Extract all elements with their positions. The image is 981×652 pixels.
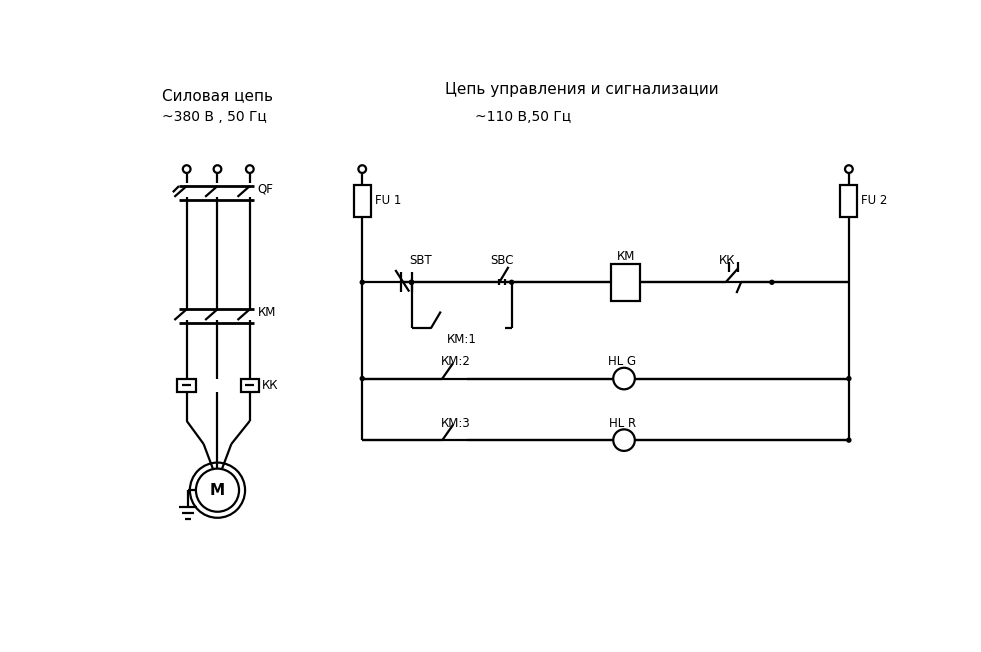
Text: КК: КК xyxy=(262,379,279,392)
Circle shape xyxy=(409,280,414,285)
Text: HL G: HL G xyxy=(608,355,637,368)
Text: КМ:2: КМ:2 xyxy=(441,355,471,368)
Circle shape xyxy=(847,437,852,443)
Circle shape xyxy=(769,280,775,285)
Text: Силовая цепь: Силовая цепь xyxy=(162,87,273,102)
Text: Цепь управления и сигнализации: Цепь управления и сигнализации xyxy=(444,82,718,96)
Bar xyxy=(611,264,641,301)
Text: М: М xyxy=(210,482,225,497)
Circle shape xyxy=(509,280,514,285)
Bar xyxy=(841,185,857,217)
Text: FU 2: FU 2 xyxy=(861,194,888,207)
Text: КМ:1: КМ:1 xyxy=(446,333,477,346)
Circle shape xyxy=(613,430,635,451)
Text: КМ:3: КМ:3 xyxy=(441,417,471,430)
Circle shape xyxy=(847,376,852,381)
Text: SBT: SBT xyxy=(409,254,432,267)
Text: ~380 В , 50 Гц: ~380 В , 50 Гц xyxy=(162,110,267,124)
Text: SBC: SBC xyxy=(490,254,514,267)
Circle shape xyxy=(613,368,635,389)
Circle shape xyxy=(196,469,239,512)
Text: ~110 В,50 Гц: ~110 В,50 Гц xyxy=(476,110,572,124)
Circle shape xyxy=(409,280,414,285)
Text: FU 1: FU 1 xyxy=(375,194,401,207)
Text: QF: QF xyxy=(258,183,274,196)
Circle shape xyxy=(360,280,365,285)
Bar xyxy=(240,379,259,393)
Bar xyxy=(178,379,196,393)
Text: КМ: КМ xyxy=(258,306,276,319)
Text: КК: КК xyxy=(719,254,736,267)
Circle shape xyxy=(360,376,365,381)
Text: КМ: КМ xyxy=(616,250,635,263)
Bar xyxy=(354,185,371,217)
Text: HL R: HL R xyxy=(609,417,636,430)
